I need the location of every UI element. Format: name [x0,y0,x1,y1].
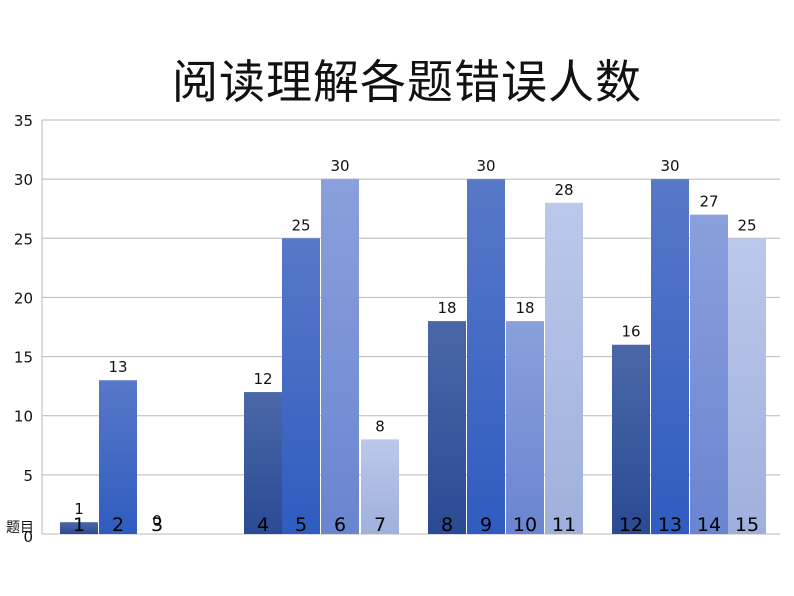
bar [244,392,282,534]
bar [728,238,766,535]
data-label: 27 [699,193,718,211]
x-tick-label: 15 [735,514,759,536]
y-tick-label: 25 [14,230,33,248]
data-label: 18 [515,299,534,317]
x-tick-label: 7 [374,514,386,536]
bar [60,522,98,534]
data-label: 25 [737,216,756,234]
bar [612,344,650,534]
x-axis-ticks: 1 2 3 4 5 6 7 8 9 10 11 12 13 14 15 [73,514,759,536]
x-tick-label: 12 [619,514,643,536]
data-label: 16 [621,323,640,341]
y-tick-label: 10 [14,408,33,426]
data-label: 8 [375,417,385,435]
bar [545,202,583,535]
y-tick-label: 30 [14,171,33,189]
x-tick-label: 1 [73,514,85,536]
x-axis-label: 题目 [6,520,34,536]
y-tick-label: 5 [23,467,33,485]
data-label: 12 [253,370,272,388]
y-axis-ticks: 0 5 10 15 20 25 30 35 [14,112,33,546]
x-tick-label: 2 [112,514,124,536]
data-label: 1 [74,500,84,518]
x-tick-label: 5 [295,514,307,536]
x-tick-label: 9 [480,514,492,536]
data-labels: 1 13 0 12 25 30 8 18 30 18 28 16 30 27 25 [74,157,756,530]
data-label: 13 [108,358,127,376]
x-tick-label: 3 [151,514,163,536]
bar [282,238,320,535]
x-tick-label: 8 [441,514,453,536]
y-tick-label: 35 [14,112,33,130]
data-label: 25 [291,216,310,234]
x-tick-label: 6 [334,514,346,536]
data-label: 30 [330,157,349,175]
x-tick-label: 11 [552,514,576,536]
data-label: 18 [437,299,456,317]
bar [99,380,137,534]
bar [428,321,466,534]
data-label: 30 [476,157,495,175]
bar [361,439,399,534]
bar [467,179,505,534]
x-tick-label: 10 [513,514,537,536]
data-label: 30 [660,157,679,175]
y-tick-label: 15 [14,349,33,367]
bar [506,321,544,534]
data-label: 28 [554,181,573,199]
x-tick-label: 13 [658,514,682,536]
bars [60,179,766,535]
bar [651,179,689,534]
x-tick-label: 4 [257,514,269,536]
data-label: 0 [152,512,162,530]
bar [321,179,359,534]
y-tick-label: 0 [23,528,33,546]
x-tick-label: 14 [697,514,721,536]
y-tick-label: 20 [14,289,33,307]
chart-title: 阅读理解各题错误人数 [172,55,642,109]
bar [690,214,728,534]
